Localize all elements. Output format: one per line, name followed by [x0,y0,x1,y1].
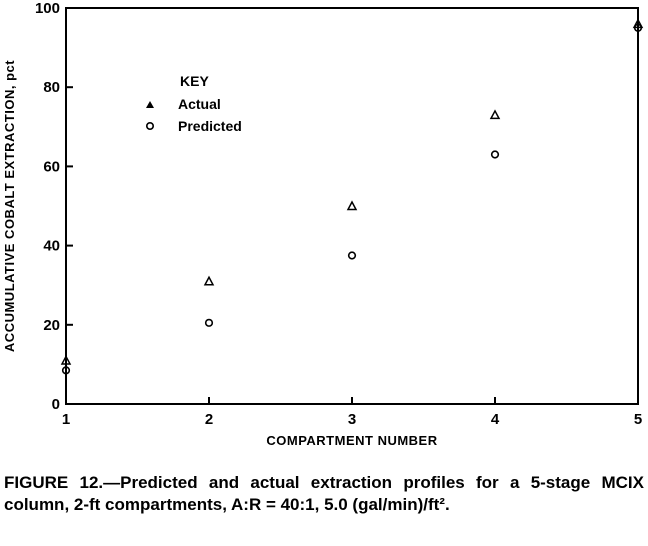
actual-point [346,200,358,211]
y-tick-label: 60 [43,158,60,175]
y-axis-label: ACCUMULATIVE COBALT EXTRACTION, pct [2,60,17,352]
legend-title: KEY [180,73,209,89]
legend-triangle-marker [146,101,154,108]
actual-point [489,109,501,120]
scatter-chart: 0 20 40 60 80 100 1 2 3 4 5 COMPARTMENT NUMBER AC… [2,0,644,448]
x-tick-label: 4 [491,411,500,428]
predicted-point [490,150,500,159]
y-axis-ticks: 0 20 40 60 80 100 [35,0,73,413]
predicted-point [633,23,643,32]
predicted-point [347,251,357,260]
legend: KEY Actual Predicted [146,73,242,134]
actual-point [632,18,644,29]
x-axis-label: COMPARTMENT NUMBER [266,433,437,448]
plot-frame [65,7,639,405]
y-tick-label: 100 [35,0,60,17]
predicted-point [204,318,214,327]
x-axis-ticks: 1 2 3 4 5 [62,397,642,428]
actual-point [203,275,215,286]
legend-predicted-label: Predicted [178,118,242,134]
x-tick-label: 5 [634,411,642,428]
figure-caption: FIGURE 12.—Predicted and actual extracti… [4,473,644,514]
y-tick-label: 0 [52,396,60,413]
legend-circle-marker [146,122,155,131]
predicted-point [61,366,71,375]
x-tick-label: 2 [205,411,213,428]
y-tick-label: 40 [43,238,60,255]
y-tick-label: 20 [43,317,60,334]
y-tick-label: 80 [43,79,60,96]
x-tick-label: 1 [62,411,70,428]
x-tick-label: 3 [348,411,356,428]
actual-point [60,354,72,365]
legend-actual-label: Actual [178,96,221,112]
data-markers [60,18,644,375]
